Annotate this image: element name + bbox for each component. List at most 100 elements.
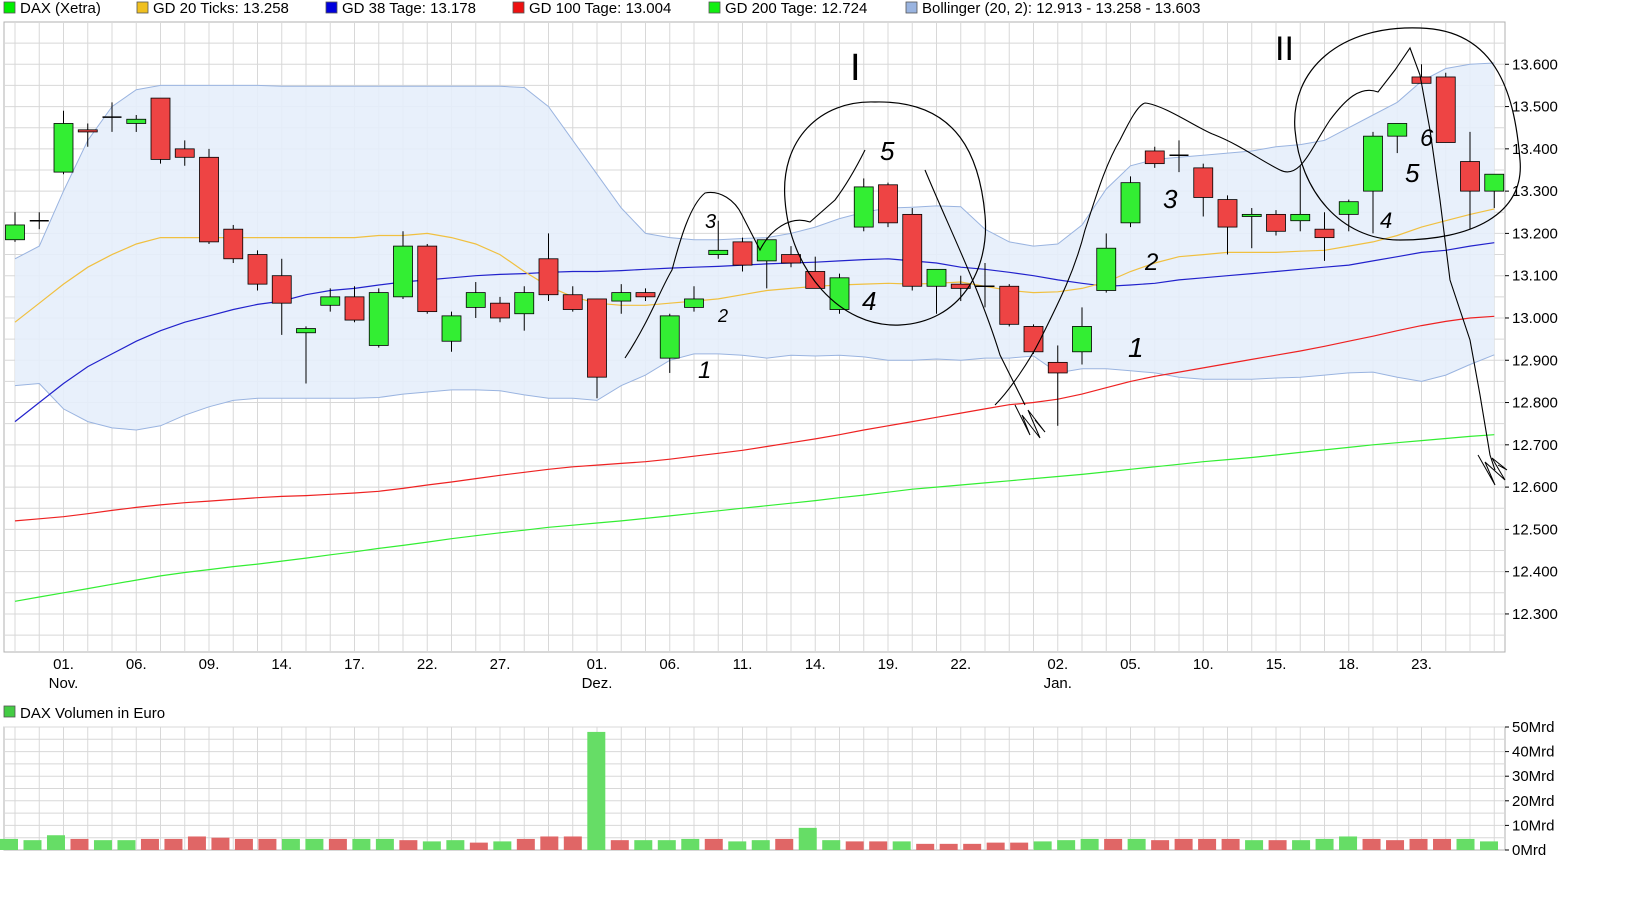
volume-bar [187, 836, 206, 850]
candle [902, 208, 923, 291]
volume-bar [70, 838, 89, 850]
gd20-line [14, 208, 1495, 323]
circle-I [784, 101, 987, 326]
volume-bar [1198, 838, 1217, 850]
volume-bar [798, 827, 817, 850]
candle [1144, 146, 1165, 168]
hand-drawings [624, 27, 1521, 486]
candle-body [562, 294, 583, 310]
candle-body [1387, 123, 1408, 137]
candlesticks [5, 64, 1505, 426]
wave-line-II [1039, 46, 1496, 471]
volume-bar [399, 840, 418, 850]
volume-bars [0, 731, 1499, 850]
candle-body [659, 315, 680, 359]
volume-bar [1221, 838, 1240, 850]
candle [1120, 176, 1141, 228]
candle [53, 110, 74, 175]
candle [1096, 233, 1117, 293]
candle [490, 296, 510, 323]
candle [708, 220, 729, 259]
volume-bar [281, 838, 300, 850]
volume-bar [610, 840, 629, 850]
volume-legend: DAX Volumen in Euro [3, 705, 165, 722]
candle [1169, 140, 1189, 173]
volume-bar [469, 842, 488, 850]
candle [1193, 163, 1214, 217]
volume-bar [305, 838, 324, 850]
volume-bar [446, 840, 465, 850]
candle [635, 288, 656, 302]
candle-body [1290, 213, 1311, 222]
date-tick-label: 19. [878, 656, 899, 673]
volume-bar [516, 838, 535, 850]
legend-swatch [708, 1, 721, 14]
candle-body [1266, 213, 1286, 232]
candle [199, 148, 219, 244]
annotation-wave-number: 3 [705, 211, 716, 233]
candle-body [829, 277, 850, 310]
volume-bar [0, 838, 18, 850]
date-tick-label: 22. [950, 656, 971, 673]
candle-body [271, 275, 292, 304]
date-tick-label: 18. [1338, 656, 1359, 673]
volume-bar [869, 841, 888, 850]
legend-swatch [136, 1, 149, 14]
annotation-wave-number: 1 [1128, 332, 1144, 363]
legend-swatch [905, 1, 918, 14]
date-tick-label: 10. [1193, 656, 1214, 673]
candle-body [320, 296, 341, 306]
volume-tick-label: 10Mrd [1512, 817, 1555, 834]
volume-bar [728, 841, 747, 850]
volume-bar [352, 838, 371, 850]
candle-body [490, 302, 510, 319]
candle [514, 286, 535, 331]
volume-tick-label: 40Mrd [1512, 744, 1555, 761]
candle [247, 250, 268, 291]
volume-bar [258, 838, 277, 850]
bollinger-lower-line [14, 353, 1495, 431]
date-tick-label: 01. [587, 656, 608, 673]
volume-bar [1456, 838, 1475, 850]
price-tick-label: 13.100 [1512, 268, 1558, 285]
candle-body [223, 228, 244, 260]
volume-bar [1245, 840, 1264, 850]
volume-bar [211, 837, 230, 850]
volume-bar [563, 836, 582, 850]
volume-bar [493, 841, 512, 850]
volume-bar [1433, 838, 1452, 850]
volume-tick-label: 50Mrd [1512, 719, 1555, 736]
volume-bar [422, 841, 441, 850]
candle-body [150, 97, 171, 160]
price-tick-label: 13.600 [1512, 56, 1558, 73]
legend-swatch [325, 1, 338, 14]
date-tick-label: 06. [126, 656, 147, 673]
candle-body [1120, 182, 1141, 224]
candle [878, 182, 898, 228]
candle [829, 273, 850, 314]
price-tick-label: 13.300 [1512, 183, 1558, 200]
volume-bar [845, 841, 864, 850]
candle [1435, 72, 1456, 143]
candle-body [853, 186, 874, 228]
gd200-line [14, 434, 1495, 602]
annotation-wave-number: 2 [1144, 249, 1158, 276]
candle-body [587, 298, 607, 378]
annotation-wave-number: 5 [1405, 158, 1420, 188]
legend-label: DAX (Xetra) [20, 0, 101, 17]
annotation-roman-label: II [1275, 30, 1294, 68]
candle-body [77, 129, 98, 133]
candle-body [417, 245, 438, 313]
price-tick-label: 12.500 [1512, 521, 1558, 538]
candle [29, 212, 49, 230]
volume-bar [23, 840, 42, 850]
price-tick-label: 12.800 [1512, 395, 1558, 412]
legend-label: Bollinger (20, 2): 12.913 - 13.258 - 13.… [922, 0, 1201, 17]
candle [1387, 123, 1408, 154]
candle-body [199, 156, 219, 243]
candle-body [781, 254, 801, 264]
candle-body [296, 328, 316, 334]
month-label: Jan. [1044, 675, 1072, 692]
